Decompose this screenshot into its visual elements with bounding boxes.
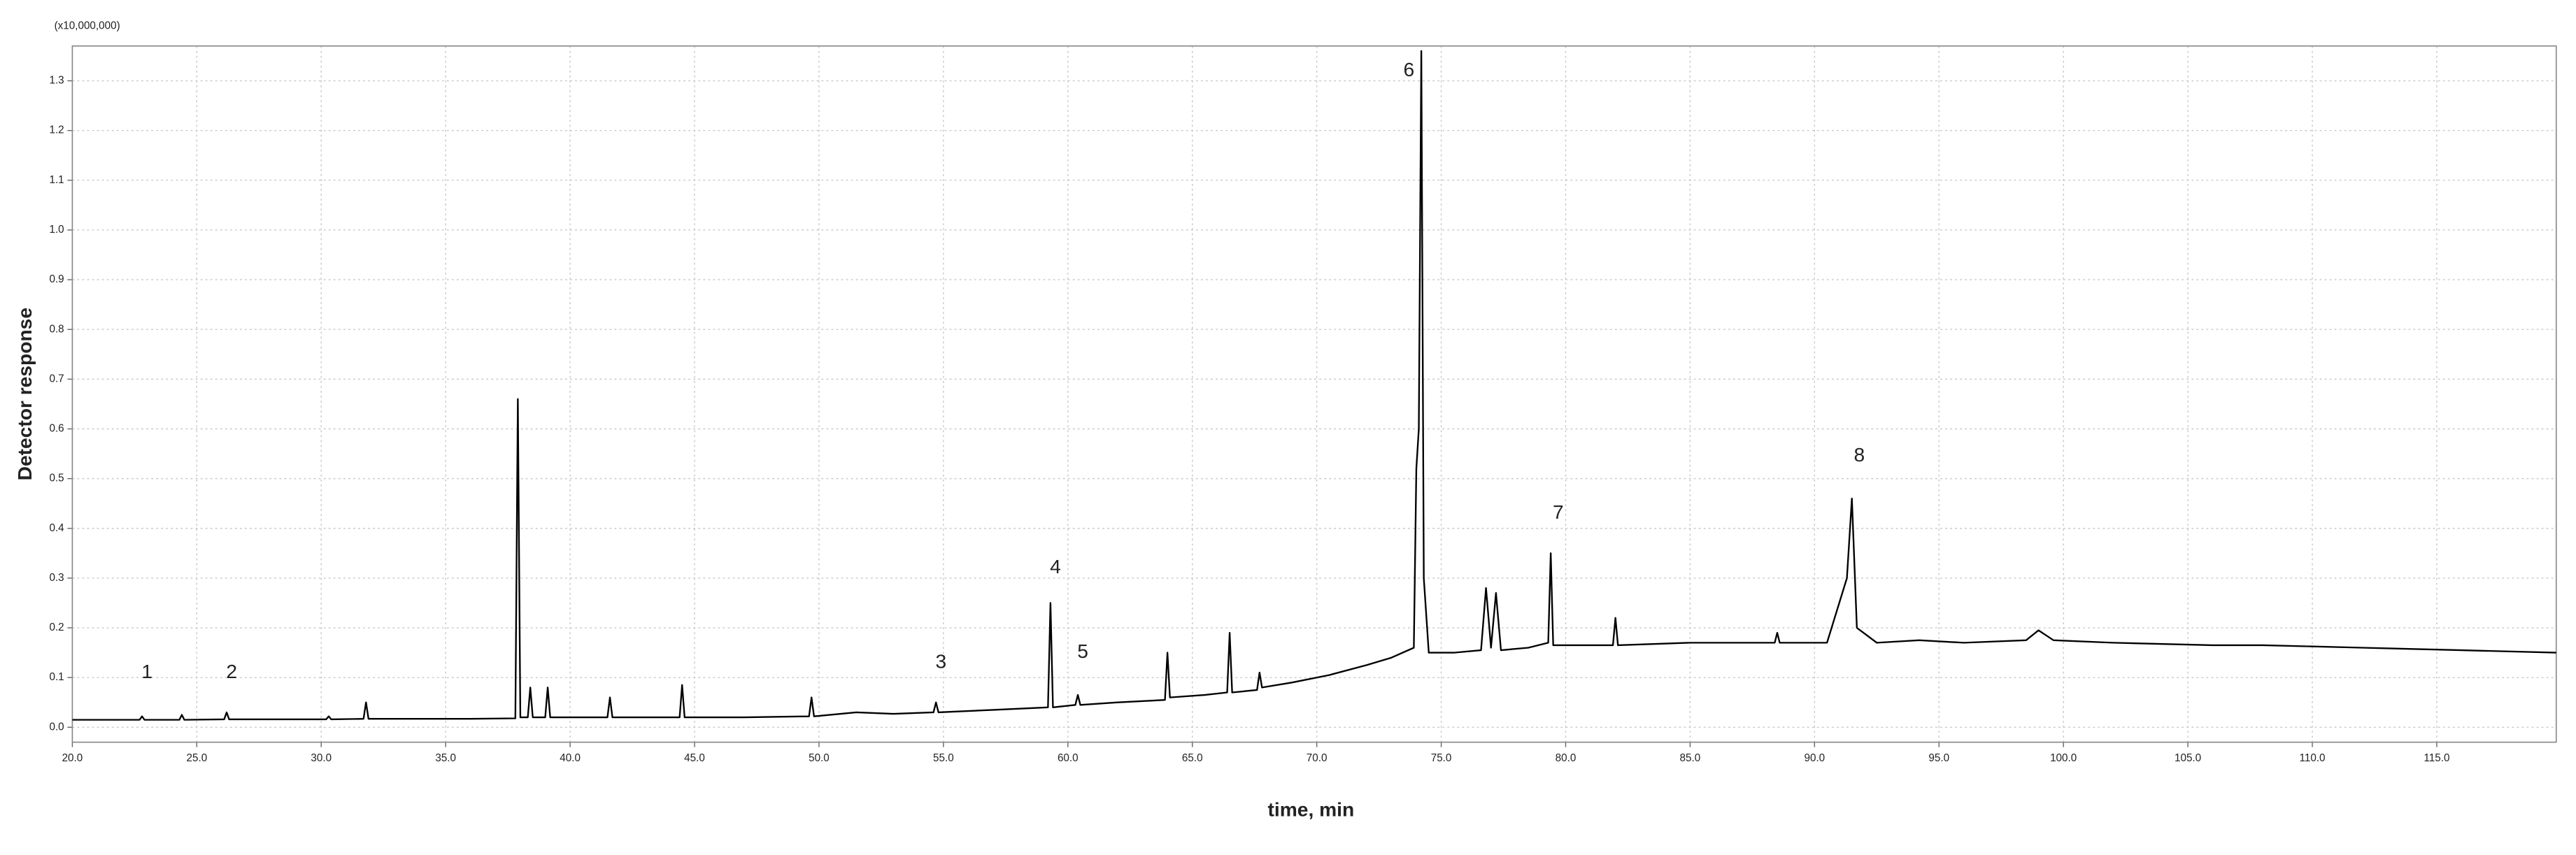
y-tick-label: 1.0 bbox=[49, 224, 64, 236]
x-tick-label: 55.0 bbox=[933, 752, 954, 764]
x-tick-label: 100.0 bbox=[2050, 752, 2077, 764]
y-tick-label: 0.3 bbox=[49, 572, 64, 584]
x-tick-label: 115.0 bbox=[2424, 752, 2449, 764]
peak-label: 6 bbox=[1403, 58, 1414, 80]
x-tick-label: 20.0 bbox=[62, 752, 83, 764]
y-tick-label: 1.1 bbox=[49, 174, 64, 186]
x-tick-label: 60.0 bbox=[1058, 752, 1079, 764]
x-tick-label: 25.0 bbox=[186, 752, 207, 764]
x-tick-label: 90.0 bbox=[1804, 752, 1825, 764]
y-tick-label: 0.7 bbox=[49, 373, 64, 385]
y-tick-label: 0.0 bbox=[49, 721, 64, 733]
x-tick-label: 35.0 bbox=[435, 752, 456, 764]
peak-label: 4 bbox=[1050, 555, 1061, 577]
x-tick-label: 45.0 bbox=[684, 752, 705, 764]
x-tick-label: 65.0 bbox=[1182, 752, 1203, 764]
y-axis-title: Detector response bbox=[13, 308, 36, 480]
peak-label: 2 bbox=[226, 660, 237, 682]
plot-frame bbox=[71, 45, 2557, 743]
peak-label: 1 bbox=[141, 660, 152, 682]
x-axis-title: time, min bbox=[1268, 798, 1355, 821]
y-tick-label: 0.9 bbox=[49, 273, 64, 285]
x-tick-label: 30.0 bbox=[311, 752, 332, 764]
y-tick-label: 0.5 bbox=[49, 473, 64, 484]
x-tick-label: 40.0 bbox=[560, 752, 581, 764]
x-tick-label: 70.0 bbox=[1307, 752, 1328, 764]
y-tick-label: 1.3 bbox=[49, 75, 64, 87]
y-tick-label: 0.8 bbox=[49, 323, 64, 335]
y-tick-label: 0.4 bbox=[49, 522, 64, 534]
x-tick-label: 85.0 bbox=[1680, 752, 1701, 764]
x-tick-label: 50.0 bbox=[809, 752, 830, 764]
multiplier-label: (x10,000,000) bbox=[55, 20, 120, 32]
peak-label: 7 bbox=[1553, 501, 1564, 523]
x-tick-label: 80.0 bbox=[1556, 752, 1577, 764]
x-tick-label: 110.0 bbox=[2300, 752, 2326, 764]
y-tick-label: 0.6 bbox=[49, 423, 64, 435]
y-tick-label: 1.2 bbox=[49, 124, 64, 136]
y-tick-label: 0.2 bbox=[49, 622, 64, 633]
peak-label: 3 bbox=[935, 649, 946, 672]
x-tick-label: 105.0 bbox=[2175, 752, 2201, 764]
chromatogram-line bbox=[72, 50, 2556, 721]
x-tick-label: 75.0 bbox=[1431, 752, 1452, 764]
x-tick-label: 95.0 bbox=[1928, 752, 1949, 764]
peak-label: 8 bbox=[1854, 443, 1865, 466]
y-tick-label: 0.1 bbox=[49, 671, 64, 683]
peak-label: 5 bbox=[1077, 640, 1088, 662]
